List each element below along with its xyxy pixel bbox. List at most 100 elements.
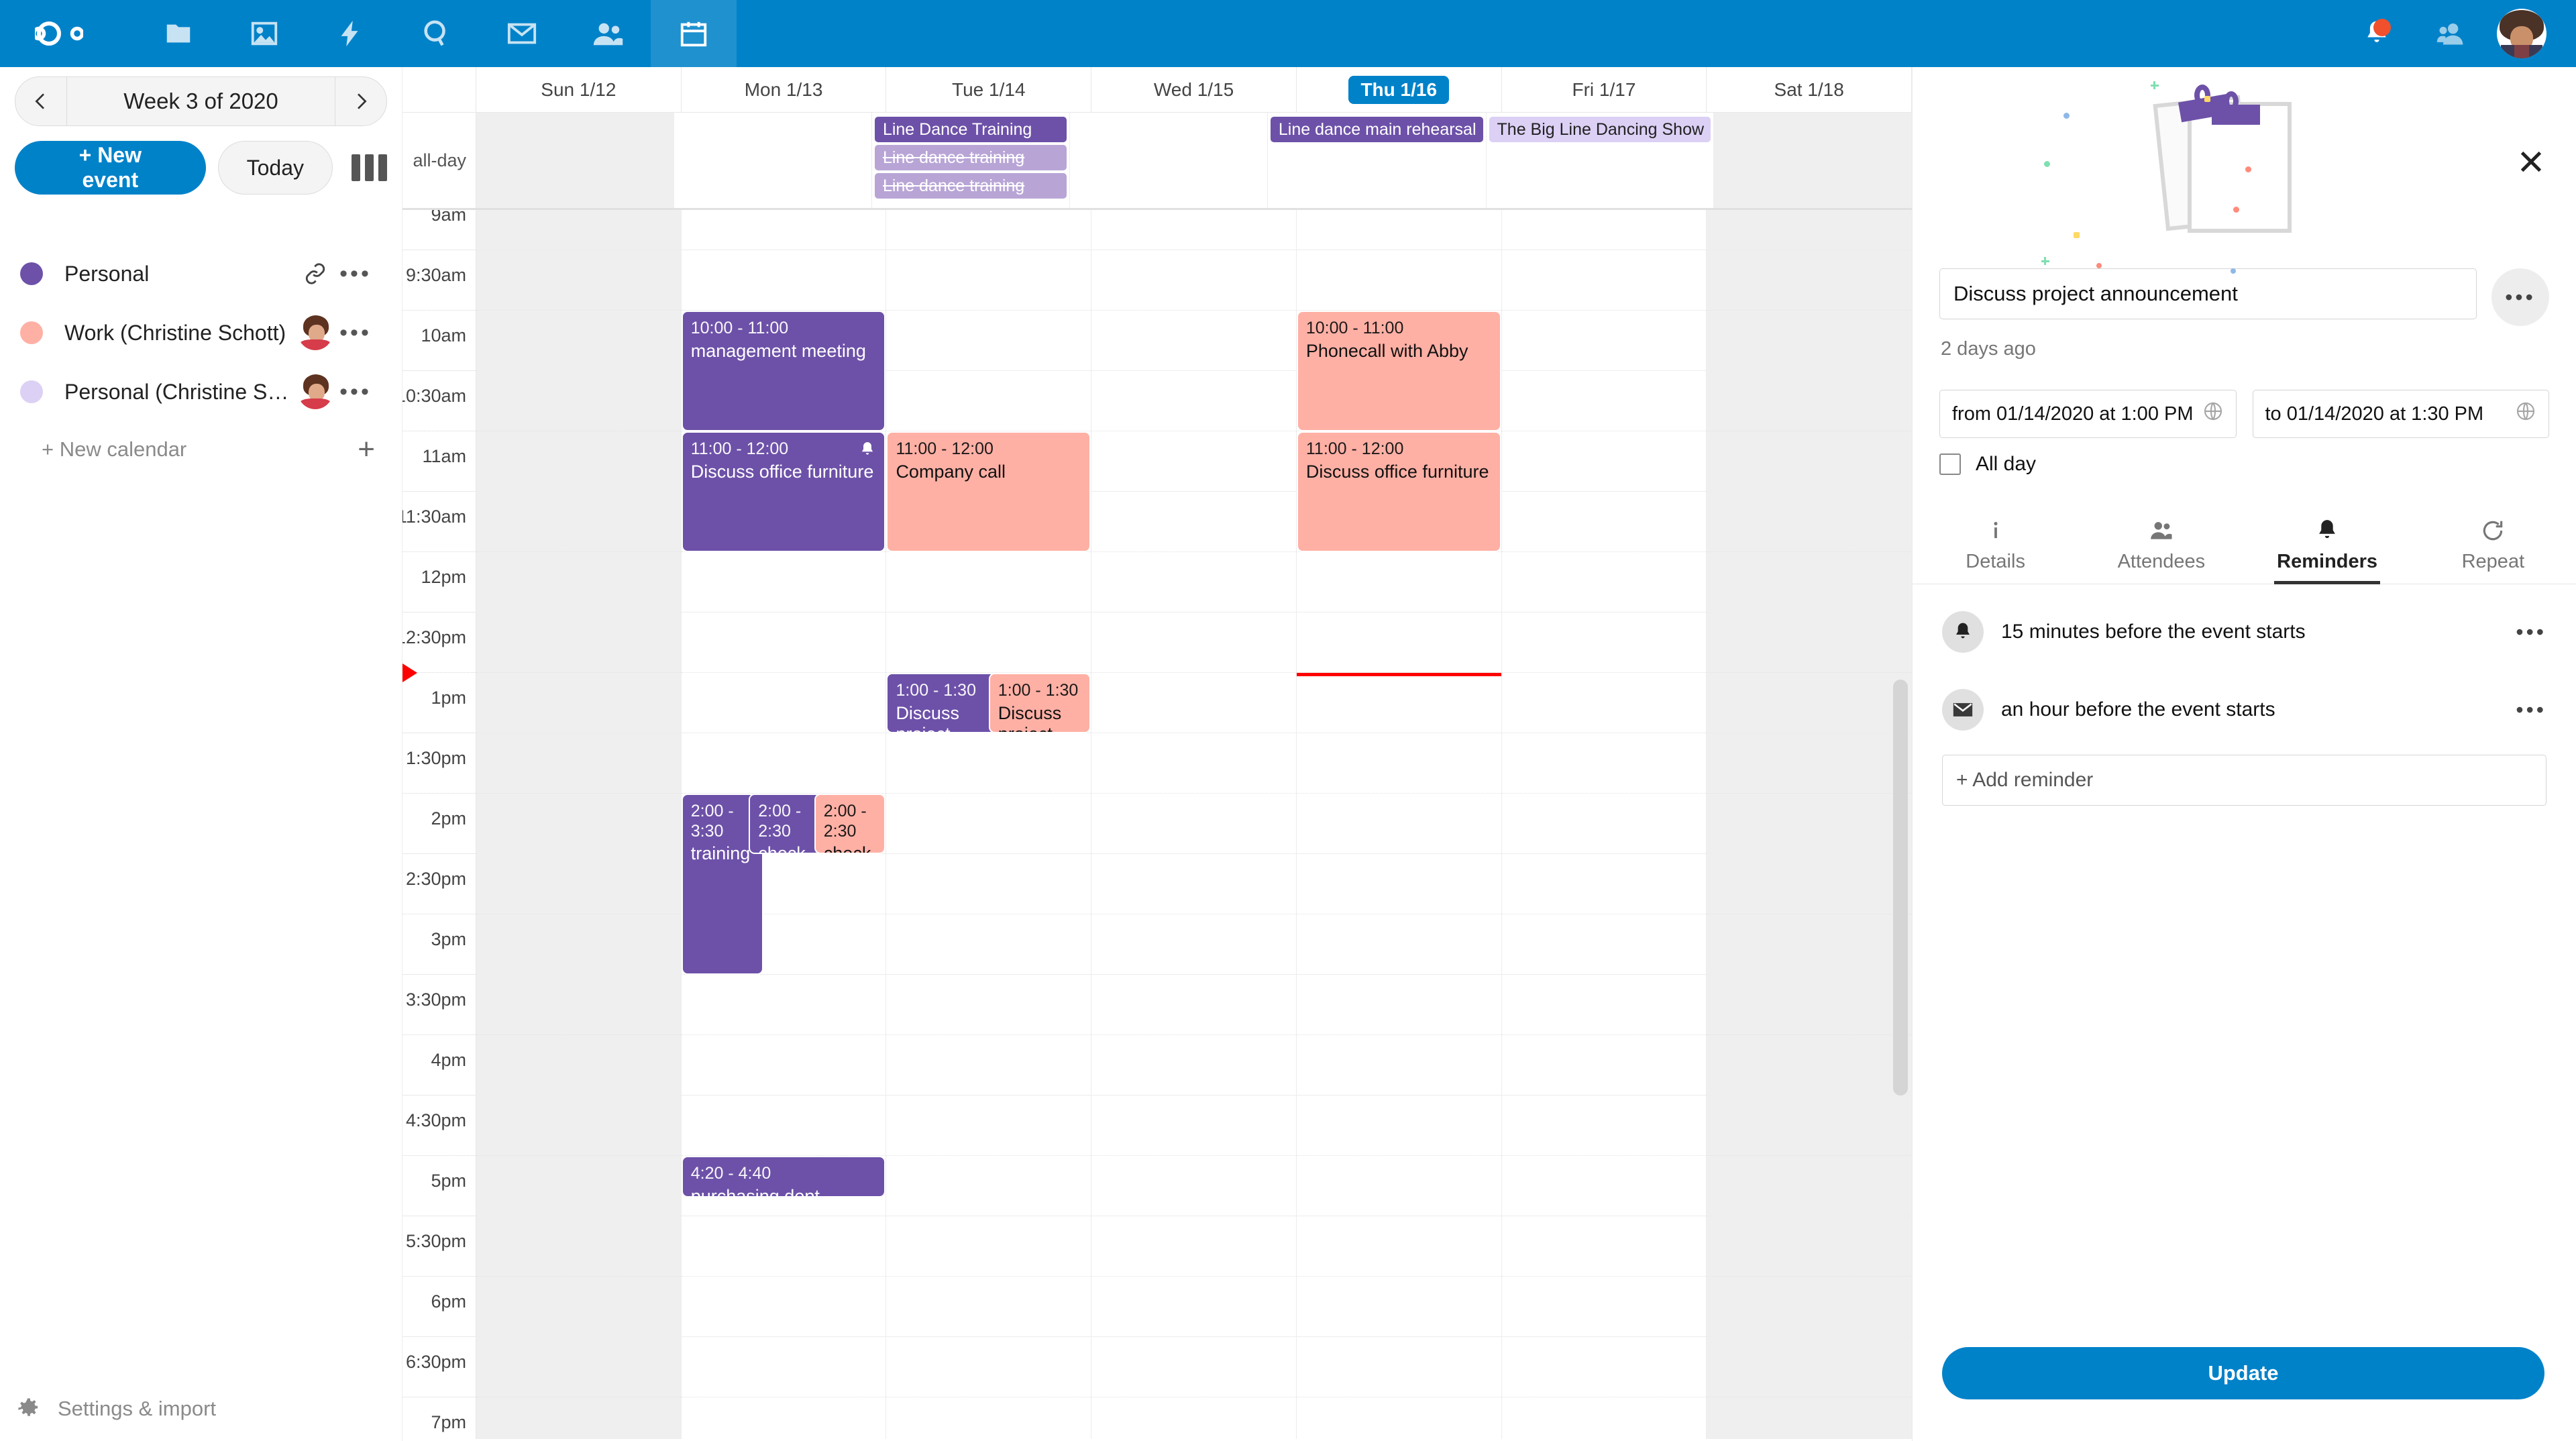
- grid-slot[interactable]: [681, 1156, 886, 1216]
- grid-slot[interactable]: [1501, 673, 1707, 733]
- calendar-event[interactable]: 10:00 - 11:00 management meeting: [681, 311, 886, 431]
- grid-slot[interactable]: [476, 210, 681, 250]
- plus-icon[interactable]: +: [358, 433, 375, 466]
- day-column[interactable]: [1707, 210, 1912, 1439]
- week-view-toggle[interactable]: [352, 154, 387, 181]
- grid-slot[interactable]: [1091, 673, 1296, 733]
- grid-slot[interactable]: [1296, 1096, 1501, 1156]
- grid-slot[interactable]: [1091, 552, 1296, 612]
- add-reminder-button[interactable]: + Add reminder: [1942, 755, 2546, 806]
- grid-slot[interactable]: [476, 794, 681, 854]
- grid-slot[interactable]: [1091, 250, 1296, 311]
- user-avatar[interactable]: [2497, 9, 2546, 58]
- grid-slot[interactable]: [681, 250, 886, 311]
- time-grid-wrapper[interactable]: 9am 9:30am 10am 10:30am 11am 11:30am 12pm 12:30…: [402, 210, 1912, 1439]
- grid-slot[interactable]: [886, 1156, 1091, 1216]
- day-column[interactable]: 11:00 - 12:00 Company call 1:00 - 1:30 Disc…: [886, 210, 1092, 1439]
- all-day-checkbox[interactable]: [1939, 453, 1961, 475]
- grid-slot[interactable]: [1296, 612, 1501, 673]
- calendar-actions-menu[interactable]: •••: [339, 378, 372, 405]
- grid-slot[interactable]: [476, 431, 681, 492]
- allday-column[interactable]: Line Dance Training Line dance training Li…: [872, 113, 1070, 208]
- grid-slot[interactable]: [1707, 1156, 1912, 1216]
- nav-calendar[interactable]: [651, 0, 737, 67]
- allday-event[interactable]: Line dance training: [874, 173, 1067, 199]
- notifications-button[interactable]: [2340, 0, 2414, 67]
- grid-slot[interactable]: [1091, 1337, 1296, 1397]
- grid-slot[interactable]: [1501, 1337, 1707, 1397]
- grid-slot[interactable]: [1707, 1397, 1911, 1439]
- tab-reminders[interactable]: Reminders: [2245, 505, 2410, 584]
- calendar-actions-menu[interactable]: •••: [339, 260, 372, 286]
- grid-slot[interactable]: [476, 1156, 681, 1216]
- grid-slot[interactable]: [476, 311, 681, 371]
- grid-slot[interactable]: [1707, 854, 1912, 914]
- grid-slot[interactable]: [1091, 914, 1296, 975]
- allday-column[interactable]: The Big Line Dancing Show: [1487, 113, 1715, 208]
- calendar-list-item[interactable]: Personal (Christine Scho... •••: [0, 362, 402, 421]
- allday-column[interactable]: [1714, 113, 1912, 208]
- grid-slot[interactable]: [1091, 311, 1296, 371]
- contacts-menu-button[interactable]: [2414, 0, 2487, 67]
- grid-slot[interactable]: [1707, 733, 1912, 794]
- grid-slot[interactable]: [886, 794, 1091, 854]
- grid-slot[interactable]: [681, 210, 886, 250]
- grid-slot[interactable]: [1501, 1216, 1707, 1277]
- grid-slot[interactable]: [886, 1035, 1091, 1096]
- grid-slot[interactable]: [476, 975, 681, 1035]
- grid-slot[interactable]: [1707, 1035, 1912, 1096]
- grid-slot[interactable]: [1091, 492, 1296, 552]
- new-event-button[interactable]: + New event: [15, 141, 206, 195]
- grid-slot[interactable]: [1091, 1156, 1296, 1216]
- grid-slot[interactable]: [1297, 1397, 1501, 1439]
- grid-slot[interactable]: [886, 975, 1091, 1035]
- grid-slot[interactable]: [886, 854, 1091, 914]
- grid-slot[interactable]: [886, 1337, 1091, 1397]
- calendar-scrollbar[interactable]: [1893, 680, 1908, 1096]
- grid-slot[interactable]: [886, 914, 1091, 975]
- grid-slot[interactable]: [1707, 975, 1912, 1035]
- grid-slot[interactable]: [681, 612, 886, 673]
- grid-slot[interactable]: [681, 1096, 886, 1156]
- allday-column[interactable]: [674, 113, 872, 208]
- tab-attendees[interactable]: Attendees: [2078, 505, 2244, 584]
- day-header[interactable]: Wed 1/15: [1091, 67, 1297, 112]
- allday-column[interactable]: [1070, 113, 1268, 208]
- grid-slot[interactable]: [1296, 733, 1501, 794]
- day-header[interactable]: Mon 1/13: [682, 67, 887, 112]
- reminder-actions-menu[interactable]: •••: [2516, 697, 2546, 722]
- grid-slot[interactable]: [1501, 311, 1707, 371]
- grid-slot[interactable]: [886, 1096, 1091, 1156]
- settings-and-import-button[interactable]: Settings & import: [0, 1377, 402, 1441]
- nav-contacts[interactable]: [565, 0, 651, 67]
- grid-slot[interactable]: [886, 311, 1091, 371]
- close-icon[interactable]: [2516, 146, 2546, 180]
- grid-slot[interactable]: [886, 1397, 1091, 1439]
- grid-slot[interactable]: [886, 1277, 1091, 1337]
- grid-slot[interactable]: [1091, 975, 1296, 1035]
- grid-slot[interactable]: [1296, 914, 1501, 975]
- allday-column[interactable]: [476, 113, 674, 208]
- grid-slot[interactable]: [476, 612, 681, 673]
- prev-week-button[interactable]: [15, 77, 66, 125]
- calendar-event[interactable]: 11:00 - 12:00 Discuss office furniture: [681, 431, 886, 552]
- reminder-item[interactable]: an hour before the event starts •••: [1913, 680, 2576, 740]
- grid-slot[interactable]: [1707, 250, 1912, 311]
- reminder-item[interactable]: 15 minutes before the event starts •••: [1913, 602, 2576, 662]
- tab-details[interactable]: Details: [1913, 505, 2078, 584]
- nav-search[interactable]: [393, 0, 479, 67]
- grid-slot[interactable]: [1296, 1277, 1501, 1337]
- grid-slot[interactable]: [886, 733, 1091, 794]
- event-title-input[interactable]: [1939, 268, 2477, 319]
- grid-slot[interactable]: [1091, 1397, 1296, 1439]
- grid-slot[interactable]: [1501, 492, 1707, 552]
- grid-slot[interactable]: [681, 975, 886, 1035]
- grid-slot[interactable]: [1296, 210, 1501, 250]
- grid-slot[interactable]: [681, 1035, 886, 1096]
- grid-slot[interactable]: [1501, 975, 1707, 1035]
- grid-slot[interactable]: [1707, 914, 1912, 975]
- grid-slot[interactable]: [1501, 552, 1707, 612]
- grid-slot[interactable]: [1091, 612, 1296, 673]
- grid-slot[interactable]: [1296, 1156, 1501, 1216]
- grid-slot[interactable]: [1707, 1277, 1912, 1337]
